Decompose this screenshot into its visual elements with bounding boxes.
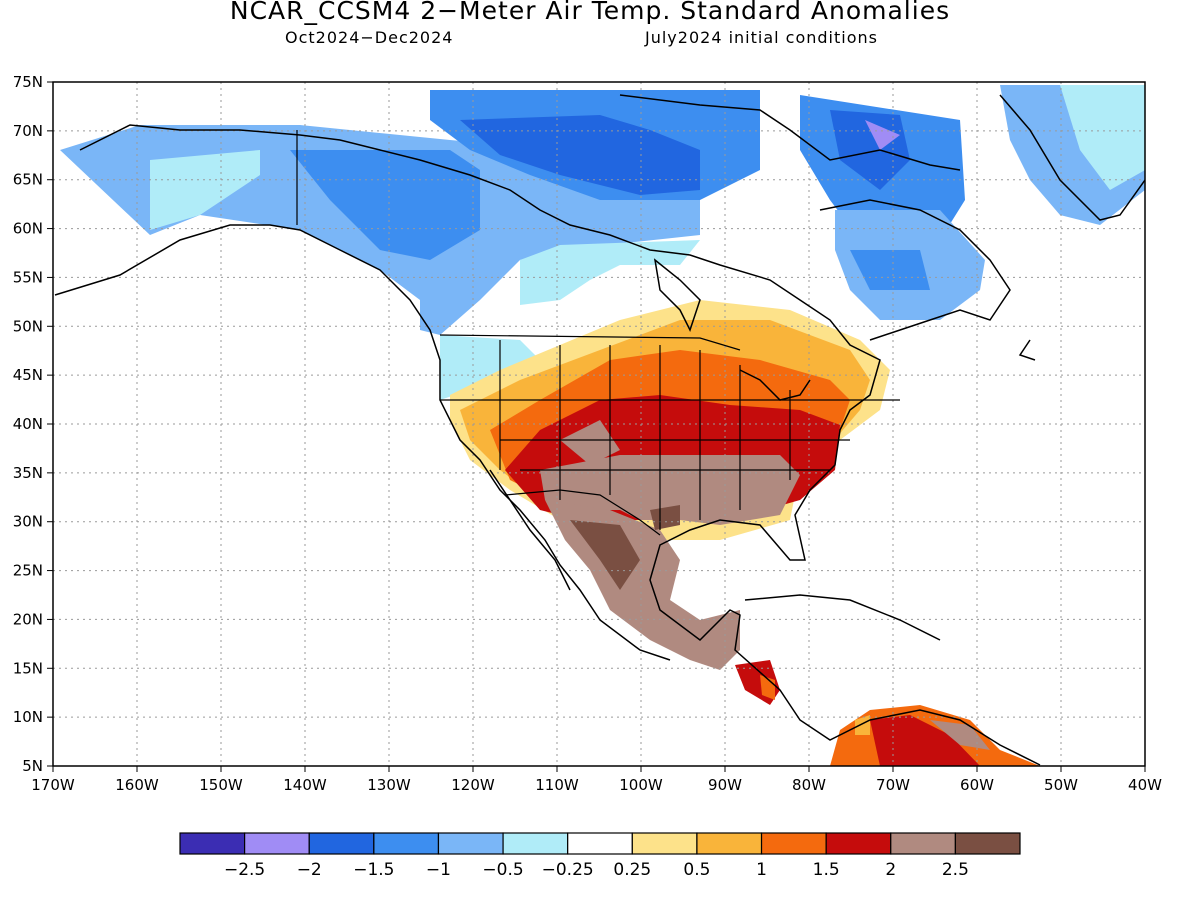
lat-tick-label: 65N [13, 171, 43, 189]
lat-tick-label: 50N [13, 317, 43, 335]
lon-tick-label: 170W [31, 776, 75, 794]
colorbar-label: −0.25 [542, 860, 594, 880]
lon-tick-label: 110W [535, 776, 579, 794]
colorbar-label: −1 [426, 860, 451, 880]
lon-tick-label: 160W [115, 776, 159, 794]
lat-tick-label: 70N [13, 122, 43, 140]
initial-conditions: July2024 initial conditions [645, 28, 878, 47]
lon-tick-label: 70W [876, 776, 910, 794]
lat-tick-label: 30N [13, 513, 43, 531]
coastlines [54, 94, 1145, 766]
colorbar-label: 1 [756, 860, 767, 880]
colorbar-label: 2 [885, 860, 896, 880]
colorbar-label: 1.5 [813, 860, 840, 880]
colorbar-label: −1.5 [353, 860, 394, 880]
lat-tick-label: 20N [13, 610, 43, 628]
lat-tick-label: 5N [22, 757, 43, 775]
lat-tick-label: 15N [13, 659, 43, 677]
colorbar-swatch [244, 832, 310, 855]
colorbar-swatch [502, 832, 569, 855]
lat-tick-label: 10N [13, 708, 43, 726]
colorbar-swatch [567, 832, 633, 855]
colorbar-swatch [373, 832, 440, 855]
anomaly-shading [60, 85, 1145, 766]
colorbar-swatch [890, 832, 956, 855]
colorbar-swatch [825, 832, 892, 855]
lat-tick-label: 55N [13, 268, 43, 286]
map-frame [52, 81, 1146, 767]
colorbar-swatch [437, 832, 504, 855]
lon-tick-label: 40W [1128, 776, 1162, 794]
colorbar-label: −2 [297, 860, 322, 880]
colorbar-swatch [760, 832, 827, 855]
lat-tick-label: 25N [13, 562, 43, 580]
colorbar: −2.5 −2 −1.5 −1 −0.5 −0.25 0.25 0.5 1 1.5 2 2.5 [179, 832, 1021, 880]
lon-tick-label: 90W [708, 776, 742, 794]
lon-tick-label: 100W [619, 776, 663, 794]
lat-tick-label: 45N [13, 366, 43, 384]
lon-tick-label: 80W [792, 776, 826, 794]
colorbar-label: −2.5 [224, 860, 265, 880]
map-title: NCAR_CCSM4 2−Meter Air Temp. Standard An… [229, 0, 951, 25]
colorbar-label: 2.5 [942, 860, 969, 880]
colorbar-label: 0.25 [613, 860, 651, 880]
forecast-period: Oct2024−Dec2024 [285, 28, 454, 47]
colorbar-swatch [631, 832, 698, 855]
colorbar-label: −0.5 [482, 860, 523, 880]
lon-tick-label: 120W [451, 776, 495, 794]
colorbar-swatch [308, 832, 375, 855]
lon-tick-label: 50W [1044, 776, 1078, 794]
colorbar-label: 0.5 [683, 860, 710, 880]
lon-tick-label: 130W [367, 776, 411, 794]
political-borders [296, 130, 900, 536]
lat-tick-label: 35N [13, 464, 43, 482]
lat-tick-label: 75N [13, 73, 43, 91]
colorbar-swatch [179, 832, 246, 855]
lon-tick-label: 140W [283, 776, 327, 794]
lon-tick-label: 60W [960, 776, 994, 794]
latitude-labels: 75N 70N 65N 60N 55N 50N 45N 40N 35N 30N 25N 20N 15N 1… [13, 73, 43, 775]
lat-tick-label: 60N [13, 220, 43, 238]
lon-tick-label: 150W [199, 776, 243, 794]
longitude-labels: 170W 160W 150W 140W 130W 120W 110W 100W 90W 80W 70… [31, 776, 1162, 794]
lat-tick-label: 40N [13, 415, 43, 433]
colorbar-swatch [954, 832, 1021, 855]
colorbar-swatch [696, 832, 763, 855]
